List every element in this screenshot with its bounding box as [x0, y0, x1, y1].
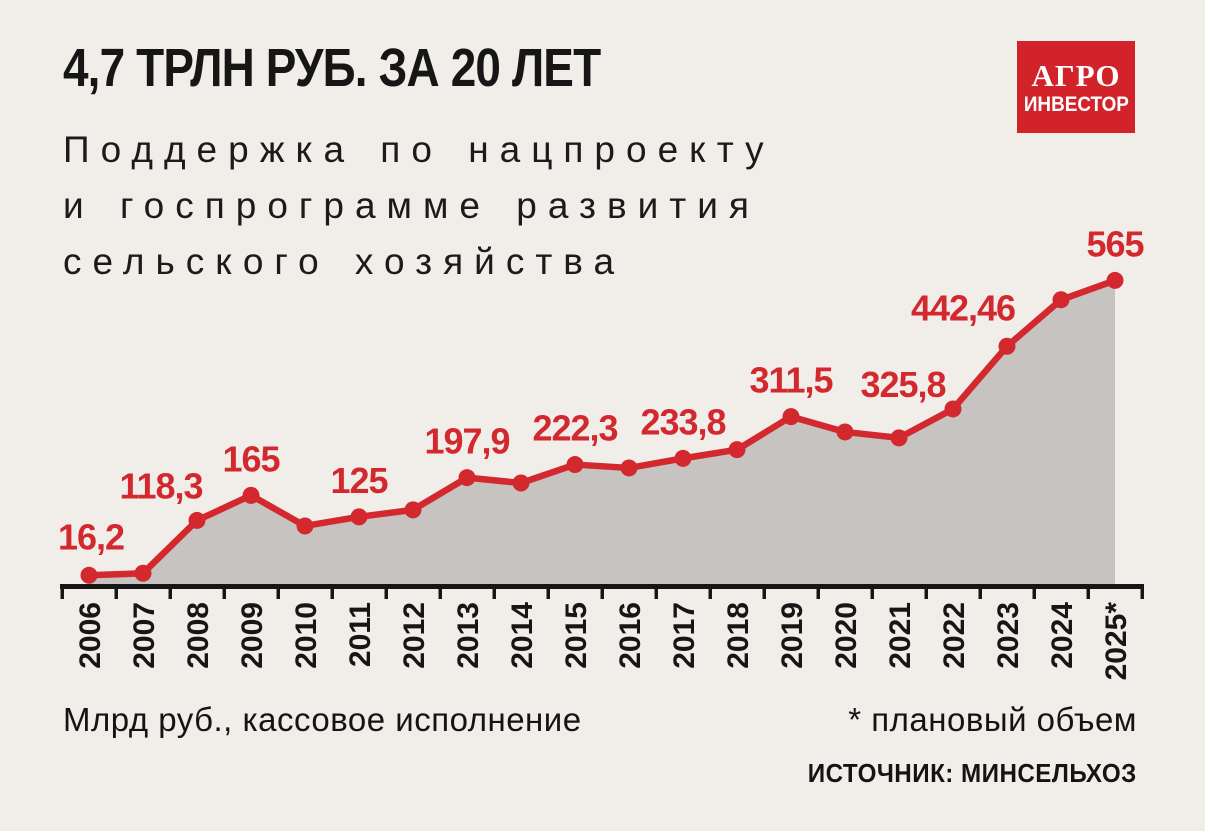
- data-label: 565: [1086, 223, 1144, 264]
- data-point: [1052, 291, 1070, 309]
- x-tick-label: 2021: [884, 602, 917, 669]
- data-point: [998, 337, 1016, 355]
- logo-word-investor: ИНВЕСТОР: [1023, 93, 1129, 116]
- axis-tick: [654, 588, 658, 599]
- agroinvestor-logo: АГРО ИНВЕСТОР: [1017, 41, 1135, 133]
- subtitle-line-2: и госпрограмме развития: [63, 185, 760, 226]
- data-point: [620, 459, 638, 477]
- data-label: 325,8: [860, 364, 945, 405]
- x-tick-label: 2008: [182, 602, 215, 669]
- data-point: [404, 501, 422, 519]
- x-tick-label: 2024: [1046, 602, 1079, 669]
- axis-tick: [870, 588, 874, 599]
- axis-tick: [330, 588, 334, 599]
- x-tick-label: 2017: [668, 602, 701, 669]
- axis-tick: [1032, 588, 1036, 599]
- axis-tick: [222, 588, 226, 599]
- data-point: [782, 408, 800, 426]
- x-tick-label: 2023: [992, 602, 1025, 669]
- axis-tick: [816, 588, 820, 599]
- area-fill: [89, 280, 1115, 587]
- source-caption: ИСТОЧНИК: МИНСЕЛЬХОЗ: [807, 758, 1137, 788]
- x-tick-label: 2014: [506, 602, 539, 669]
- data-point: [350, 508, 368, 526]
- axis-tick: [384, 588, 388, 599]
- data-label: 165: [222, 438, 280, 479]
- data-point: [458, 469, 476, 487]
- data-point: [566, 456, 584, 474]
- axis-tick: [924, 588, 928, 599]
- data-point: [728, 441, 746, 459]
- axis-tick: [546, 588, 550, 599]
- data-label: 118,3: [119, 465, 202, 506]
- data-point: [134, 564, 152, 582]
- data-label: 16,2: [58, 516, 124, 557]
- axis-tick: [1086, 588, 1090, 599]
- axis-tick: [438, 588, 442, 599]
- logo-word-agro: АГРО: [1031, 58, 1121, 93]
- data-point: [188, 511, 206, 529]
- data-point: [674, 449, 692, 467]
- subtitle-line-1: Поддержка по нацпроекту: [63, 129, 775, 170]
- x-tick-label: 2006: [74, 602, 107, 669]
- units-caption: Млрд руб., кассовое исполнение: [63, 701, 582, 738]
- x-tick-label: 2010: [290, 602, 323, 669]
- axis-tick: [600, 588, 604, 599]
- data-point: [1106, 271, 1124, 289]
- data-label: 233,8: [640, 401, 725, 442]
- x-tick-label: 2018: [722, 602, 755, 669]
- planned-volume-footnote: * плановый объем: [848, 701, 1137, 738]
- data-label: 311,5: [749, 360, 833, 401]
- axis-tick: [114, 588, 118, 599]
- data-point: [890, 429, 908, 447]
- axis-tick: [762, 588, 766, 599]
- data-point: [944, 400, 962, 418]
- data-point: [296, 517, 314, 535]
- x-tick-label: 2012: [398, 602, 431, 669]
- subtitle-line-3: сельского хозяйства: [63, 241, 626, 282]
- data-point: [242, 486, 260, 504]
- axis-tick: [276, 588, 280, 599]
- x-axis: [60, 584, 1144, 589]
- data-point: [80, 566, 98, 584]
- x-tick-label: 2020: [830, 602, 863, 669]
- axis-tick: [168, 588, 172, 599]
- x-tick-label: 2007: [128, 602, 161, 669]
- data-label: 222,3: [532, 408, 617, 449]
- x-tick-label: 2022: [938, 602, 971, 669]
- data-label: 197,9: [424, 421, 509, 462]
- data-point: [512, 474, 530, 492]
- x-tick-label: 2013: [452, 602, 485, 669]
- x-tick-label: 2015: [560, 602, 593, 669]
- x-tick-label: 2019: [776, 602, 809, 669]
- axis-tick: [1140, 588, 1144, 599]
- data-point: [836, 423, 854, 441]
- x-tick-label: 2009: [236, 602, 269, 669]
- x-tick-label: 2011: [344, 602, 377, 667]
- page-subtitle: Поддержка по нацпроекту и госпрограмме р…: [63, 122, 775, 290]
- axis-tick: [492, 588, 496, 599]
- data-label: 442,46: [911, 287, 1015, 328]
- axis-tick: [978, 588, 982, 599]
- trend-line: [85, 277, 1119, 579]
- axis-tick: [60, 588, 64, 599]
- axis-tick: [708, 588, 712, 599]
- data-label: 125: [330, 460, 388, 501]
- x-tick-label: 2016: [614, 602, 647, 669]
- x-tick-label: 2025*: [1100, 602, 1133, 681]
- page-title: 4,7 ТРЛН РУБ. ЗА 20 ЛЕТ: [63, 38, 601, 98]
